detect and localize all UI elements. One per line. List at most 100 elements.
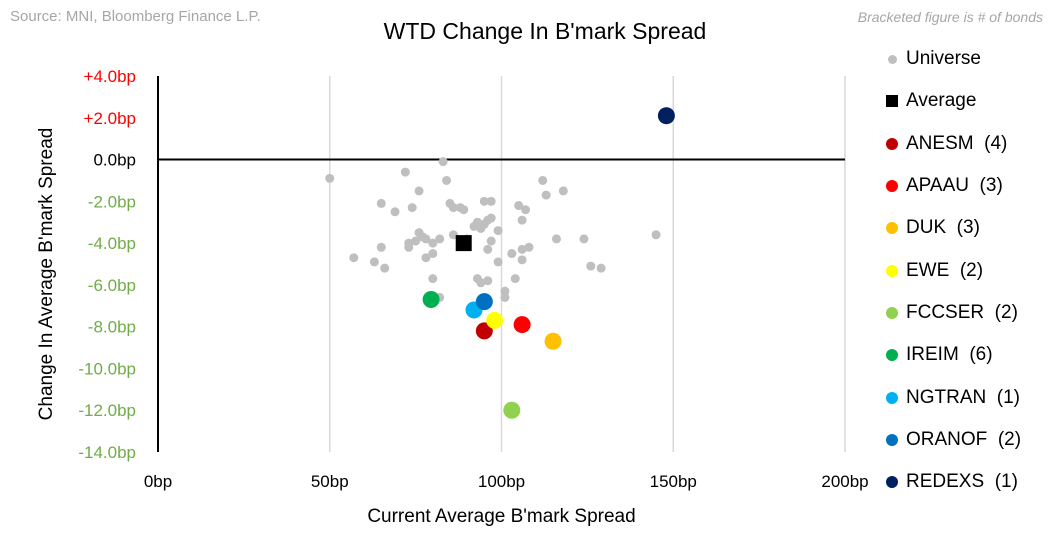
- y-tick-label: +2.0bp: [84, 109, 136, 128]
- universe-point: [510, 274, 520, 284]
- legend-item: Average: [884, 80, 1054, 122]
- legend-label: NGTRAN (1): [906, 386, 1020, 408]
- legend-label: APAAU (3): [906, 175, 1003, 197]
- x-tick-label: 100bp: [478, 472, 525, 491]
- universe-point: [435, 234, 445, 244]
- universe-point: [507, 249, 517, 259]
- universe-point: [479, 196, 489, 206]
- legend-label: Universe: [906, 48, 981, 70]
- universe-point: [483, 244, 493, 254]
- universe-point: [483, 276, 493, 286]
- legend-label: REDEXS (1): [906, 471, 1018, 493]
- universe-point: [428, 238, 438, 248]
- universe-point: [517, 255, 527, 265]
- universe-point: [428, 274, 438, 284]
- universe-point: [541, 190, 551, 200]
- legend-item: DUK (3): [884, 207, 1054, 249]
- universe-point: [486, 236, 496, 246]
- series-point: [475, 322, 493, 340]
- universe-point: [369, 257, 379, 267]
- universe-point: [325, 173, 335, 183]
- legend-item: ORANOF (2): [884, 419, 1054, 461]
- y-tick-label: -10.0bp: [78, 359, 136, 378]
- universe-point: [538, 175, 548, 185]
- legend-marker-icon: [886, 95, 898, 108]
- universe-point: [376, 242, 386, 252]
- legend-label: ORANOF (2): [906, 428, 1022, 450]
- y-tick-label: 0.0bp: [93, 151, 136, 170]
- y-tick-label: +4.0bp: [84, 67, 136, 86]
- legend-marker-icon: [886, 476, 898, 489]
- universe-point: [438, 157, 448, 167]
- x-axis-title: Current Average B'mark Spread: [367, 506, 635, 527]
- series-point: [475, 293, 493, 311]
- universe-point: [380, 263, 390, 273]
- universe-point: [579, 234, 589, 244]
- universe-point: [551, 234, 561, 244]
- universe-point: [476, 278, 486, 288]
- legend-item: Universe: [884, 38, 1054, 80]
- universe-point: [469, 221, 479, 231]
- source-note: Source: MNI, Bloomberg Finance L.P.: [10, 8, 261, 25]
- universe-point: [500, 292, 510, 302]
- universe-point: [493, 257, 503, 267]
- x-tick-label: 0bp: [144, 472, 172, 491]
- series-point: [503, 401, 521, 419]
- universe-point: [493, 226, 503, 236]
- legend-item: IREIM (6): [884, 334, 1054, 376]
- legend-marker-icon: [886, 306, 898, 319]
- legend-marker-icon: [886, 349, 898, 362]
- legend-marker-icon: [886, 391, 898, 404]
- legend-label: DUK (3): [906, 217, 980, 239]
- universe-point: [517, 215, 527, 225]
- y-tick-label: -14.0bp: [78, 443, 136, 462]
- universe-point: [586, 261, 596, 271]
- legend-label: ANESM (4): [906, 132, 1008, 154]
- universe-point: [459, 205, 469, 215]
- axes: 0bp 50bp 100bp 150bp 200bp +4.0bp +2.0bp 0.0bp -…: [78, 67, 868, 491]
- series-point: [544, 332, 562, 350]
- legend-item: REDEXS (1): [884, 461, 1054, 503]
- universe-point: [414, 186, 424, 196]
- legend-label: FCCSER (2): [906, 301, 1018, 323]
- legend-item: EWE (2): [884, 249, 1054, 291]
- universe-point: [390, 207, 400, 217]
- legend-marker-icon: [886, 222, 898, 235]
- data-points: [325, 107, 675, 419]
- x-tick-label: 150bp: [650, 472, 697, 491]
- universe-point: [421, 234, 431, 244]
- universe-point: [558, 186, 568, 196]
- series-point: [486, 311, 504, 329]
- legend-marker-icon: [888, 54, 897, 64]
- universe-point: [376, 198, 386, 208]
- universe-point: [486, 213, 496, 223]
- x-tick-label: 200bp: [821, 472, 868, 491]
- universe-point: [421, 253, 431, 263]
- series-point: [422, 291, 440, 309]
- y-tick-label: -4.0bp: [88, 234, 136, 253]
- y-tick-label: -2.0bp: [88, 192, 136, 211]
- legend-marker-icon: [886, 180, 898, 193]
- legend-item: APAAU (3): [884, 165, 1054, 207]
- universe-point: [411, 236, 421, 246]
- universe-point: [448, 203, 458, 213]
- universe-point: [521, 205, 531, 215]
- series-point: [657, 107, 675, 125]
- legend-label: EWE (2): [906, 259, 984, 281]
- universe-point: [404, 242, 414, 252]
- universe-point: [400, 167, 410, 177]
- universe-point: [349, 253, 359, 263]
- x-tick-label: 50bp: [311, 472, 349, 491]
- y-tick-label: -8.0bp: [88, 318, 136, 337]
- chart-title: WTD Change In B'mark Spread: [383, 18, 707, 44]
- universe-point: [651, 230, 661, 240]
- bracket-note: Bracketed figure is # of bonds: [857, 9, 1043, 25]
- legend-marker-icon: [886, 137, 898, 150]
- y-axis-title: Change In Average B'mark Spread: [36, 128, 57, 421]
- universe-point: [428, 249, 438, 259]
- legend-item: ANESM (4): [884, 123, 1054, 165]
- universe-point: [500, 286, 510, 296]
- series-point: [513, 316, 531, 334]
- universe-point: [442, 175, 452, 185]
